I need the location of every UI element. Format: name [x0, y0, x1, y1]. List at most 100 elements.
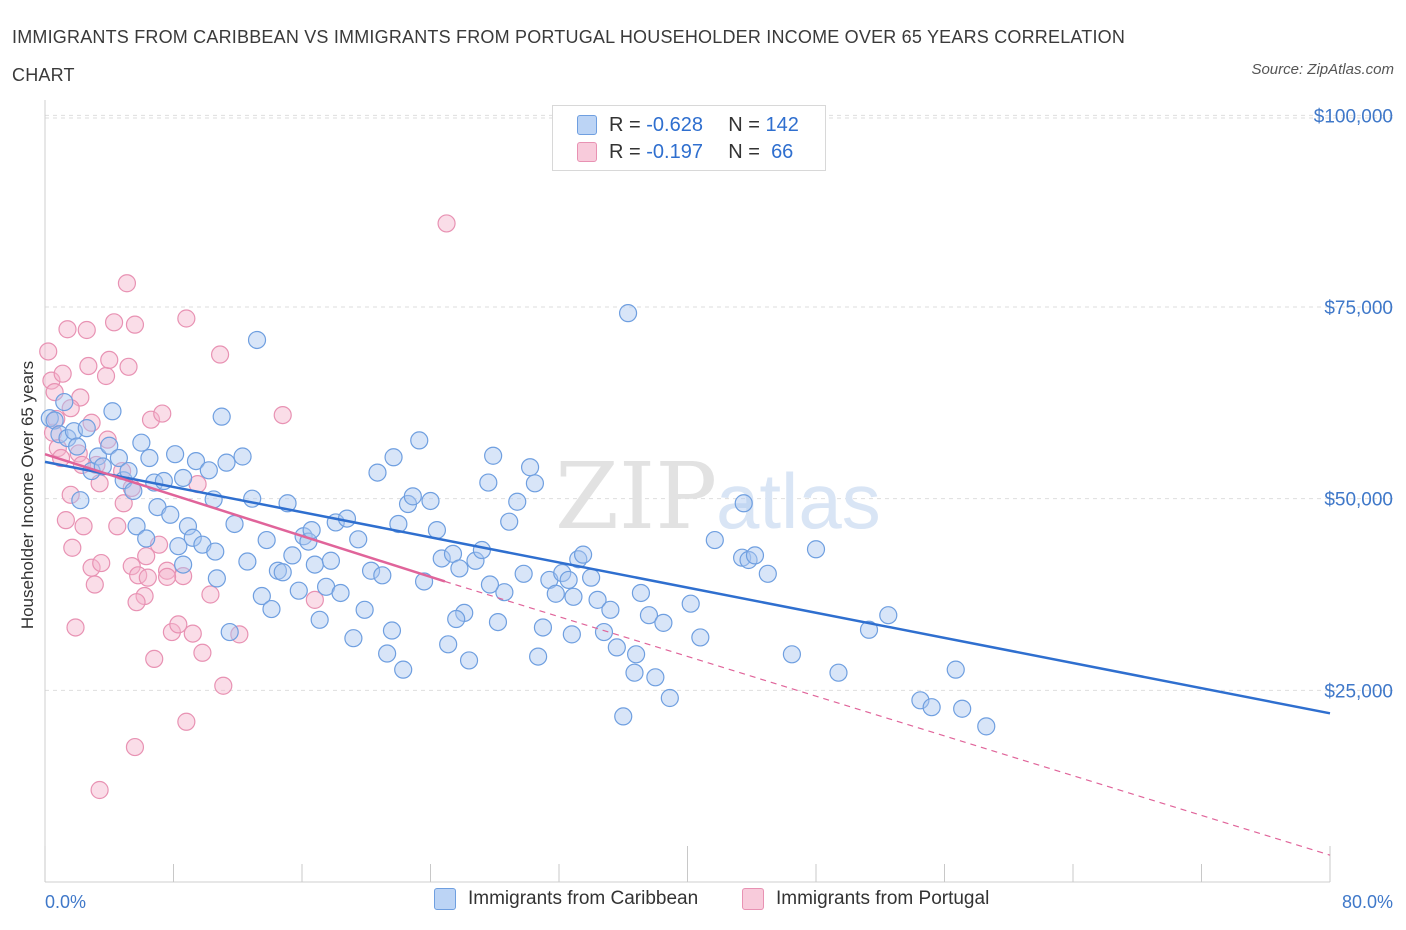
caribbean-point: [646, 668, 665, 687]
caribbean-point: [174, 468, 193, 488]
portugal-point: [177, 712, 196, 731]
caribbean-point: [100, 436, 119, 455]
portugal-point: [63, 538, 82, 557]
caribbean-point: [238, 552, 257, 571]
portugal-point: [114, 494, 133, 513]
caribbean-point: [745, 546, 765, 565]
caribbean-point: [361, 561, 381, 580]
caribbean-point: [529, 647, 548, 666]
portugal-point: [193, 643, 212, 662]
caribbean-point: [829, 663, 848, 682]
axes: [44, 100, 1331, 883]
portugal-point: [210, 345, 230, 364]
legend-n-label: N =: [728, 140, 760, 163]
bottom-legend-label: Immigrants from Portugal: [776, 888, 990, 909]
y-tick-label: $75,000: [1324, 298, 1393, 319]
caribbean-point: [394, 660, 413, 679]
caribbean-point: [355, 600, 374, 619]
caribbean-point: [782, 645, 802, 664]
caribbean-trend-line: [44, 460, 1331, 715]
y-tick-label: $50,000: [1324, 490, 1393, 511]
legend-r-value: -0.197: [646, 140, 703, 163]
x-tick-label: 80.0%: [1342, 892, 1393, 912]
portugal-point: [104, 313, 124, 332]
legend-swatch-blue: [577, 115, 597, 135]
portugal-point: [153, 404, 172, 423]
caribbean-point: [691, 628, 710, 647]
portugal-point: [96, 366, 116, 386]
caribbean-point: [631, 583, 651, 603]
caribbean-point: [758, 564, 777, 583]
caribbean-point: [233, 447, 252, 466]
caribbean-point: [217, 453, 236, 472]
legend-row-caribbean: R = -0.628 N = 142: [577, 112, 799, 138]
caribbean-point: [88, 447, 108, 466]
caribbean-point: [225, 514, 244, 534]
caribbean-point: [439, 635, 458, 654]
caribbean-point: [520, 458, 540, 477]
caribbean-point: [500, 512, 519, 531]
caribbean-point: [183, 528, 202, 547]
caribbean-point: [169, 537, 188, 556]
bottom-legend-swatch-pink: [742, 888, 764, 910]
caribbean-point: [459, 651, 479, 670]
caribbean-point: [977, 717, 996, 736]
caribbean-point: [349, 530, 368, 549]
caribbean-point: [378, 644, 397, 663]
caribbean-point: [946, 660, 965, 679]
caribbean-point: [178, 517, 198, 536]
bottom-legend-label: Immigrants from Caribbean: [468, 888, 699, 909]
caribbean-point: [681, 594, 700, 613]
portugal-point: [85, 575, 104, 594]
caribbean-point: [109, 448, 128, 468]
caribbean-point: [206, 542, 225, 561]
caribbean-point: [626, 645, 646, 664]
caribbean-point: [625, 663, 644, 682]
portugal-point: [177, 309, 196, 328]
caribbean-point: [546, 584, 565, 603]
caribbean-point: [174, 555, 193, 574]
portugal-point: [305, 590, 324, 609]
caribbean-point: [654, 613, 673, 632]
portugal-point: [137, 547, 156, 566]
caribbean-point: [382, 621, 402, 640]
caribbean-point: [166, 445, 185, 464]
caribbean-point: [427, 520, 447, 540]
caribbean-point: [480, 575, 500, 594]
portugal-point: [157, 567, 177, 586]
portugal-point: [66, 618, 85, 637]
caribbean-point: [879, 606, 898, 625]
caribbean-point: [71, 491, 90, 510]
portugal-point: [183, 624, 202, 643]
caribbean-point: [289, 581, 308, 600]
caribbean-point: [734, 494, 753, 513]
bottom-legend-swatch-blue: [434, 888, 456, 910]
portugal-point: [90, 780, 109, 800]
portugal-point: [125, 315, 145, 334]
portugal-point: [214, 676, 233, 695]
caribbean-point: [450, 559, 469, 578]
caribbean-point: [410, 431, 429, 450]
watermark-zip: ZIP: [555, 443, 717, 550]
portugal-trend-extrapolation: [444, 580, 1331, 856]
portugal-point: [117, 274, 137, 293]
caribbean-point: [140, 448, 159, 468]
caribbean-point: [618, 304, 638, 323]
portugal-point: [125, 737, 145, 757]
portugal-point: [77, 320, 96, 340]
portugal-point: [141, 410, 161, 429]
portugal-point: [48, 438, 67, 458]
caribbean-point: [495, 583, 514, 602]
caribbean-point: [40, 409, 59, 428]
caribbean-point: [207, 569, 226, 588]
caribbean-point: [283, 546, 302, 565]
caribbean-point: [607, 638, 626, 657]
tick-labels: $25,000 $50,000 $75,000 $100,000 0.0% 80.0%: [45, 106, 1393, 912]
portugal-point: [108, 517, 127, 536]
caribbean-point: [582, 568, 601, 587]
portugal-point: [92, 553, 111, 573]
caribbean-point: [310, 610, 329, 629]
caribbean-point: [432, 549, 451, 568]
portugal-point: [45, 383, 64, 402]
